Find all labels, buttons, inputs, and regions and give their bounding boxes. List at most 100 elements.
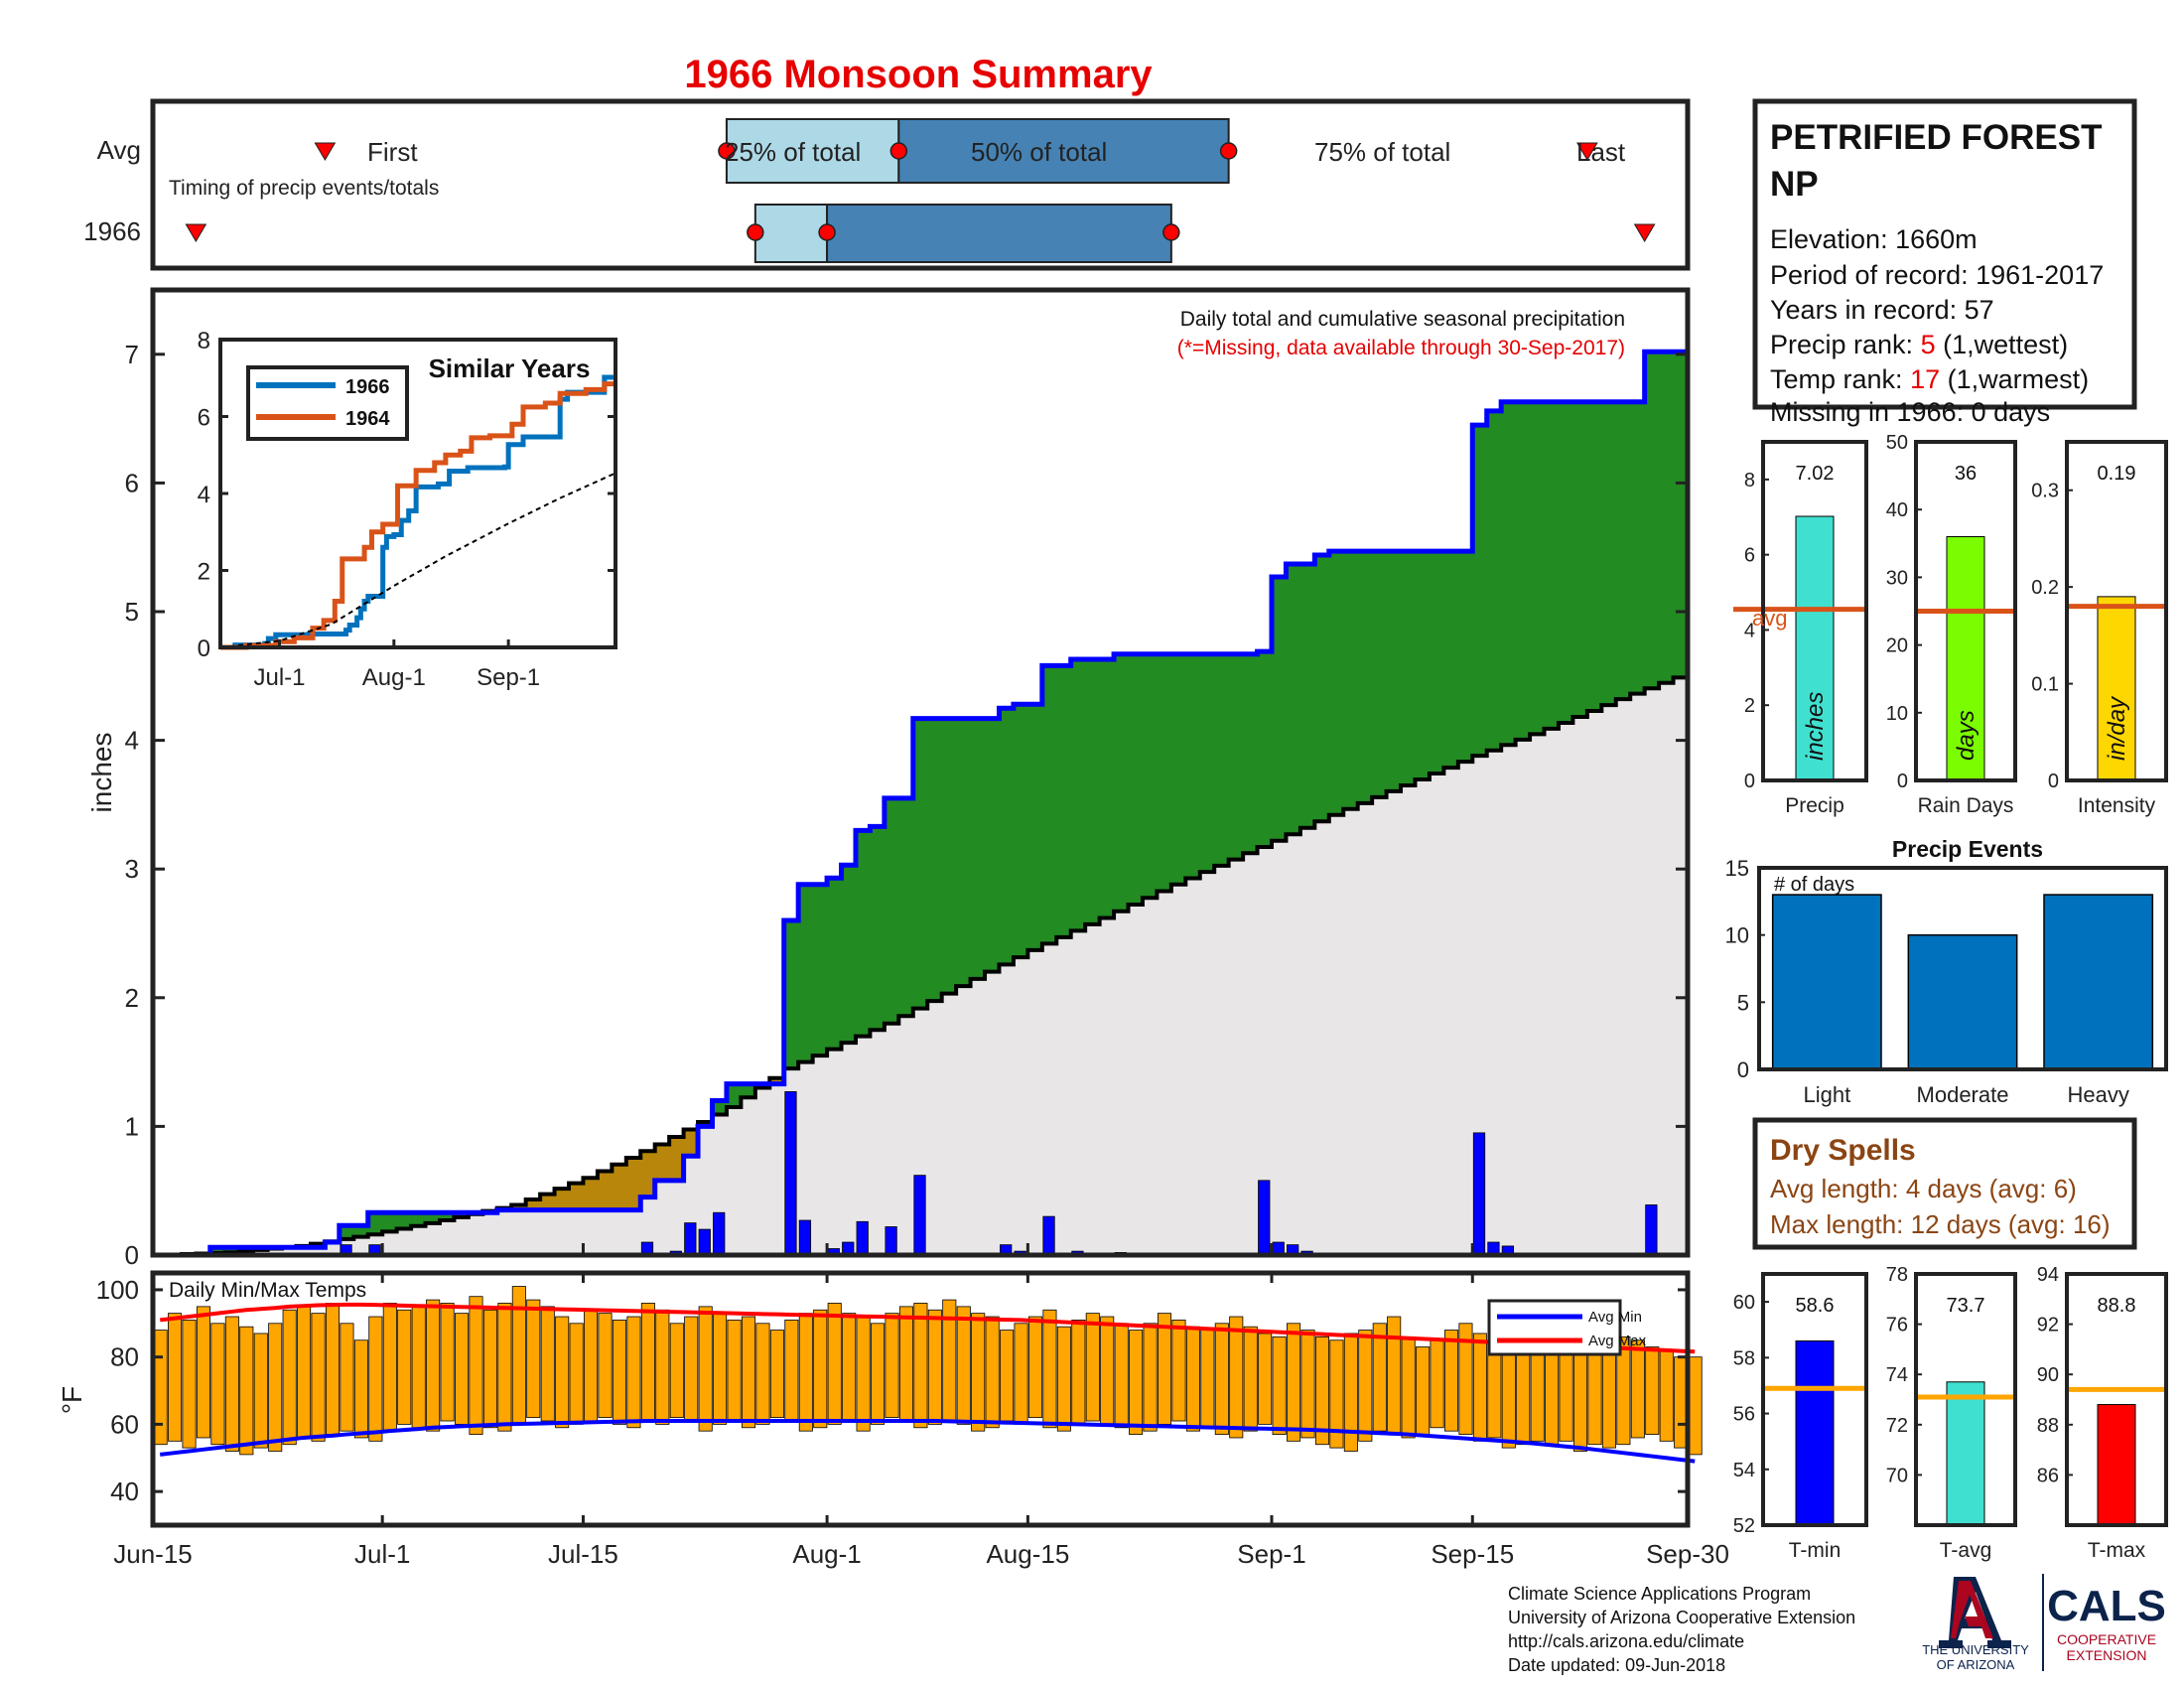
date-axis: Jun-15 Jul-1 Jul-15 Aug-1 Aug-15 Sep-1 Sep-15 S… <box>113 1243 1729 1569</box>
daily-precip-bar <box>784 1091 797 1256</box>
above-avg-fill <box>898 797 914 1017</box>
inset-y-tick-label: 0 <box>198 635 210 662</box>
above-avg-fill <box>1271 577 1288 841</box>
daily-precip-bar <box>698 1228 711 1256</box>
daily-temp-bar <box>282 1309 297 1446</box>
daily-temp-bar <box>311 1313 326 1442</box>
daily-temp-bar <box>1688 1356 1703 1456</box>
daily-temp-bar <box>1129 1330 1144 1435</box>
above-avg-fill <box>367 1212 383 1235</box>
daily-temp-bar <box>842 1313 857 1422</box>
inset-y-tick-label: 4 <box>198 482 210 508</box>
daily-precip-bar <box>856 1220 869 1256</box>
daily-temp-bar <box>1401 1336 1416 1439</box>
timing-box-q50-q75-avg <box>897 118 1230 184</box>
daily-temp-bar <box>1027 1316 1043 1419</box>
daily-temp-bar <box>196 1306 210 1439</box>
timing-last-marker <box>1633 223 1656 242</box>
below-avg-fill <box>625 1158 641 1210</box>
stat-y-tick-label: 30 <box>1886 567 1908 589</box>
inset-y-tick-label: 2 <box>198 559 210 586</box>
university-logo: THE UNIVERSITY OF ARIZONA CALS COOPERATI… <box>1922 1574 2166 1672</box>
daily-temp-bar <box>224 1316 239 1452</box>
daily-temp-bar <box>1372 1323 1387 1432</box>
daily-temp-bar <box>1229 1316 1244 1439</box>
above-avg-fill <box>1544 401 1560 729</box>
daily-temp-bar <box>1000 1330 1015 1422</box>
stat-plot-frame <box>2065 1272 2168 1527</box>
season-precip-stats: 0 2 4 6 8 7.02 Precip inches avg 0 10 20 30 40 50 36 Rai… <box>1733 432 2168 817</box>
daily-temp-bar <box>1458 1323 1473 1435</box>
season-tmin-value: 58.6 <box>1796 1295 1835 1317</box>
below-avg-fill <box>769 1077 785 1084</box>
above-avg-fill <box>870 826 886 1031</box>
daily-temp-bar <box>1114 1323 1129 1429</box>
daily-temp-bar <box>482 1309 497 1429</box>
above-avg-fill <box>1501 401 1517 746</box>
above-avg-fill <box>1299 564 1315 828</box>
temp-ylabel: °F <box>57 1386 87 1414</box>
inset-line-average <box>219 472 616 648</box>
daily-temp-bar <box>713 1313 728 1425</box>
daily-temp-bar <box>1516 1342 1531 1446</box>
stat-y-tick-label: 70 <box>1886 1465 1908 1486</box>
observed-cumulative-line <box>153 349 1688 1258</box>
timing-last-marker <box>1575 142 1598 161</box>
above-avg-fill <box>1443 551 1459 769</box>
daily-temp-bar <box>569 1323 584 1425</box>
daily-precip-bar <box>1042 1215 1055 1256</box>
above-avg-fill <box>1142 653 1159 899</box>
daily-temp-bar <box>669 1323 684 1419</box>
event-bar-light <box>1771 894 1882 1070</box>
daily-temp-bar <box>153 1330 168 1446</box>
y-tick-label: 2 <box>125 983 139 1013</box>
above-avg-fill <box>1401 551 1417 785</box>
inset-legend: 1966 1964 <box>246 365 409 441</box>
event-y-tick-label: 10 <box>1725 923 1749 948</box>
stat-y-tick-label: 86 <box>2037 1465 2059 1486</box>
below-avg-fill <box>597 1171 613 1210</box>
station-info-box: PETRIFIED FOREST NP Elevation: 1660m Per… <box>1752 98 2137 410</box>
stat-plot-frame <box>1761 440 1868 782</box>
x-tick-label: Jun-15 <box>113 1539 193 1569</box>
footer-line-2: University of Arizona Cooperative Extens… <box>1508 1608 1855 1627</box>
above-avg-fill <box>1228 653 1244 860</box>
above-avg-fill <box>1572 401 1588 718</box>
daily-temp-bar <box>268 1323 283 1452</box>
daily-temp-bar <box>727 1320 742 1422</box>
below-avg-fill <box>669 1137 685 1181</box>
above-avg-fill <box>1286 564 1301 835</box>
season-tavg-bar <box>1946 1381 1985 1526</box>
stat-y-tick-label: 6 <box>1744 545 1755 567</box>
timing-quantile-marker <box>1162 223 1180 241</box>
above-avg-fill <box>999 708 1015 965</box>
events-ylabel: # of days <box>1774 874 1854 896</box>
above-avg-fill <box>1343 551 1359 809</box>
above-avg-fill <box>1457 551 1473 763</box>
daily-temp-bar <box>1158 1313 1172 1425</box>
temp-y-tick-label: 60 <box>110 1409 139 1439</box>
precip-events-plot: Light Moderate Heavy 0 5 10 15 <box>1725 856 2154 1107</box>
rain-days-label: Rain Days <box>1918 794 2014 817</box>
daily-temp-panel: 40 60 80 100 Daily Min/Max Temps °F Avg Min… <box>57 1270 1703 1528</box>
daily-precip-bar <box>713 1211 726 1256</box>
timing-row-label-avg: Avg <box>97 135 141 165</box>
daily-temp-bar <box>440 1303 455 1422</box>
daily-temp-bar <box>985 1316 1000 1429</box>
daily-temp-bar <box>913 1303 928 1429</box>
above-avg-fill <box>1157 653 1172 892</box>
x-tick-label: Jul-15 <box>548 1539 618 1569</box>
precip-total-value: 7.02 <box>1796 463 1835 485</box>
above-avg-fill <box>912 718 928 1009</box>
stat-plot-frame <box>1914 440 2017 782</box>
above-avg-fill <box>1328 551 1344 815</box>
event-y-tick-label: 15 <box>1725 856 1749 881</box>
above-avg-fill <box>827 878 843 1050</box>
daily-temp-bar <box>1501 1349 1516 1449</box>
daily-temp-bar <box>1214 1323 1229 1435</box>
daily-precip-bar <box>1472 1132 1486 1256</box>
daily-temp-bar <box>1630 1339 1645 1439</box>
station-name-line-2: NP <box>1770 165 1819 204</box>
avg-cumulative-area <box>153 677 1688 1255</box>
daily-temp-bar <box>655 1309 670 1425</box>
